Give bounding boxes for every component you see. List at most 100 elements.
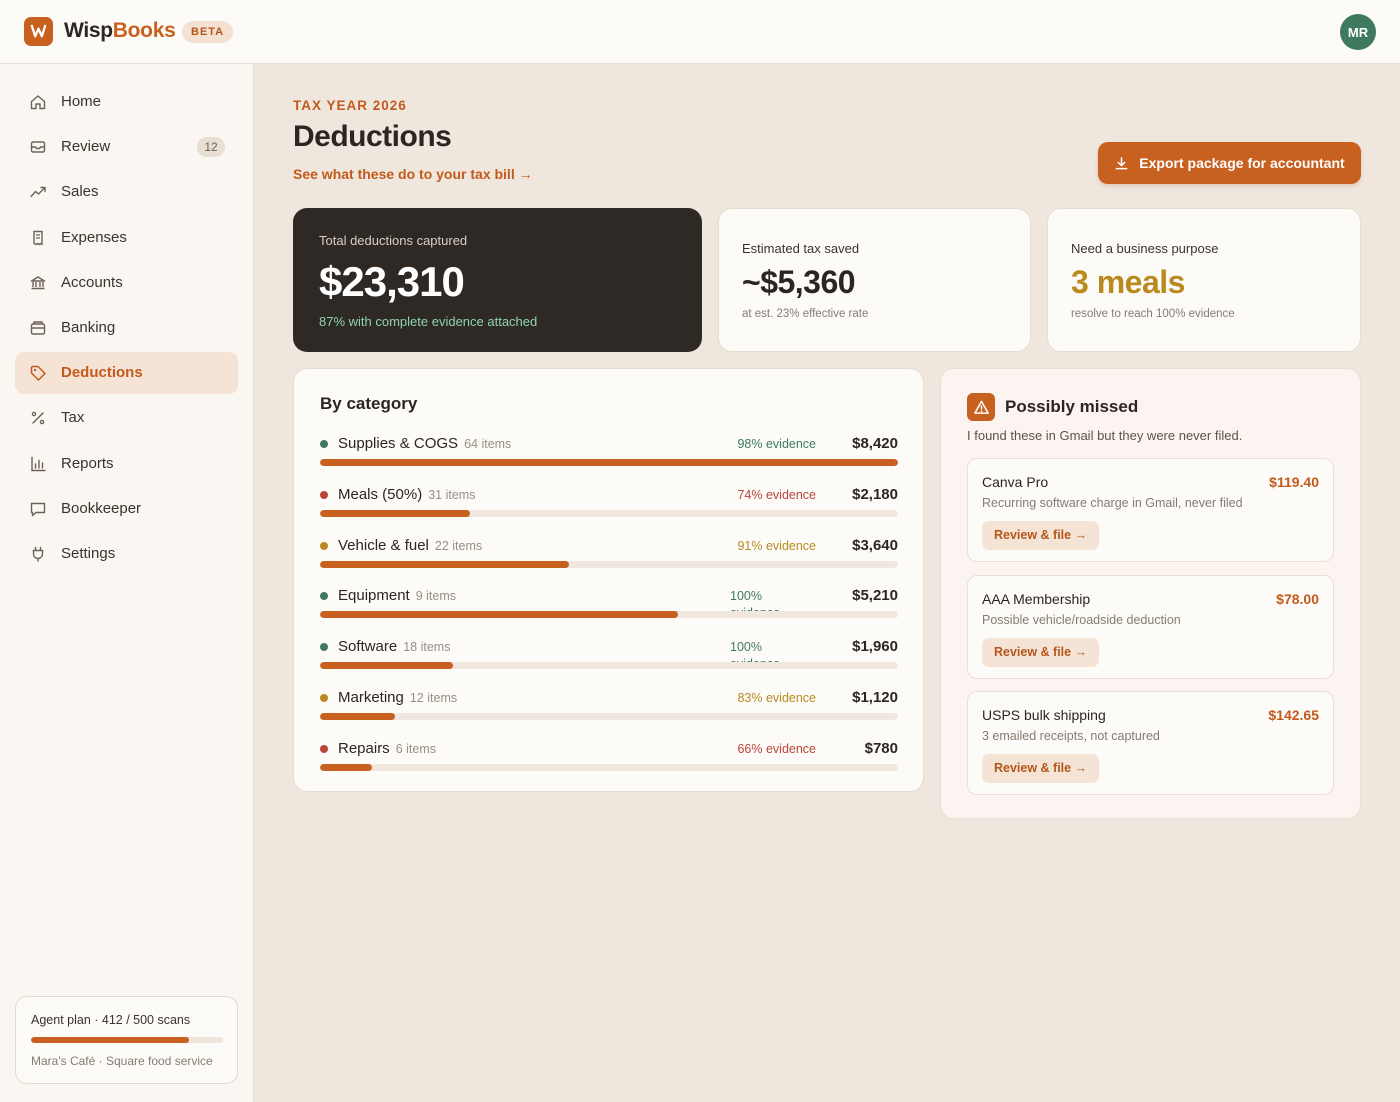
missed-item-amount: $119.40 [1269, 474, 1319, 490]
inbox-icon [30, 141, 46, 153]
tax-rate-note: at est. 23% effective rate [742, 308, 869, 320]
sidebar-item-label: Expenses [61, 228, 127, 246]
sidebar-item-label: Bookkeeper [61, 499, 142, 517]
missed-item-name: USPS bulk shipping [982, 707, 1106, 723]
category-item-count: 31 items [428, 487, 476, 502]
plan-usage-label: Agent plan · 412 / 500 scans [31, 1013, 191, 1027]
sidebar: Home Review 12 Sales Expenses Accounts Banking… [0, 64, 254, 1102]
total-deductions-label: Total deductions captured [319, 233, 468, 248]
sidebar-item-label: Reports [61, 454, 114, 472]
sidebar-item-label: Accounts [61, 273, 123, 291]
sidebar-item-home[interactable]: Home [15, 81, 238, 123]
business-name: Mara's Café · Square food service [31, 1054, 213, 1068]
page-title: Deductions [293, 120, 452, 153]
tax-saved-label: Estimated tax saved [742, 241, 860, 256]
category-bar [320, 560, 898, 568]
category-dot [320, 694, 328, 702]
category-row[interactable]: Supplies & COGS 64 items 98% evidence $8,42… [320, 433, 898, 473]
missed-item-amount: $78.00 [1276, 590, 1319, 607]
category-name: Repairs 6 items [338, 739, 436, 757]
category-amount: $8,420 [852, 435, 898, 452]
sidebar-item-reports[interactable]: Reports [15, 443, 238, 485]
category-amount: $5,210 [852, 587, 898, 605]
category-row[interactable]: Repairs 6 items 66% evidence $780 [320, 738, 898, 778]
tag-icon [30, 365, 46, 381]
sidebar-item-accounts[interactable]: Accounts [15, 262, 238, 304]
sidebar-item-sales[interactable]: Sales [15, 171, 238, 213]
missed-item: USPS bulk shipping $142.65 3 emailed recei… [967, 691, 1334, 795]
chat-icon [30, 502, 46, 516]
sidebar-item-label: Deductions [61, 364, 143, 382]
review-file-button[interactable]: Review & file → [982, 637, 1100, 667]
export-button[interactable]: Export package for accountant [1098, 142, 1361, 184]
business-purpose-card[interactable]: Need a business purpose 3 meals resolve … [1047, 208, 1361, 352]
user-avatar[interactable]: MR [1340, 14, 1376, 50]
category-evidence: 91% evidence [737, 538, 816, 553]
sidebar-item-banking[interactable]: Banking [15, 307, 238, 349]
category-bar-fill [320, 662, 453, 670]
sidebar-item-tax[interactable]: Tax [15, 397, 238, 439]
category-bar [320, 611, 898, 619]
category-title: By category [320, 394, 418, 413]
category-row[interactable]: Meals (50%) 31 items 74% evidence $2,180 [320, 484, 898, 524]
plan-usage-bar [31, 1037, 223, 1043]
missed-item-description: 3 emailed receipts, not captured [982, 729, 1160, 743]
possibly-missed-subtitle: I found these in Gmail but they were nev… [967, 428, 1243, 443]
category-name: Vehicle & fuel 22 items [338, 536, 483, 554]
plan-card[interactable]: Agent plan · 412 / 500 scans Mara's Café… [15, 996, 238, 1084]
category-item-count: 22 items [434, 538, 483, 553]
category-bar-fill [320, 763, 373, 771]
bar-chart-icon [31, 456, 46, 471]
sidebar-item-label: Tax [61, 409, 85, 427]
beta-badge: BETA [182, 21, 234, 43]
sidebar-item-label: Sales [61, 183, 99, 201]
missed-item: Canva Pro $119.40 Recurring software charg… [967, 458, 1334, 562]
plan-usage-fill [31, 1037, 190, 1043]
tax-bill-link[interactable]: See what these do to your tax bill → [293, 166, 533, 182]
missed-item-name: AAA Membership [982, 590, 1091, 607]
category-bar-fill [320, 509, 471, 517]
download-icon [1115, 156, 1128, 169]
sidebar-item-review[interactable]: Review 12 [15, 126, 238, 168]
category-bar [320, 509, 898, 517]
review-file-button[interactable]: Review & file → [982, 521, 1100, 550]
safe-icon [30, 321, 46, 335]
category-name: Software 18 items [338, 638, 451, 656]
home-icon [30, 95, 46, 110]
export-label: Export package for accountant [1139, 155, 1345, 171]
sidebar-item-settings[interactable]: Settings [15, 533, 238, 575]
category-amount: $3,640 [852, 536, 898, 554]
missed-item: AAA Membership $78.00 Possible vehicle/roa… [967, 574, 1334, 679]
category-bar-fill [320, 459, 898, 466]
category-row[interactable]: Vehicle & fuel 22 items 91% evidence $3,640 [320, 535, 898, 575]
category-bar-fill [320, 713, 396, 720]
review-file-button[interactable]: Review & file → [982, 754, 1100, 783]
sidebar-item-deductions[interactable]: Deductions [15, 352, 238, 395]
app-name[interactable]: WispBooks [64, 19, 176, 42]
category-row[interactable]: Marketing 12 items 83% evidence $1,120 [320, 687, 898, 727]
sidebar-item-expenses[interactable]: Expenses [15, 217, 238, 259]
receipt-icon [33, 230, 43, 245]
category-dot [320, 592, 328, 601]
category-name: Meals (50%) 31 items [338, 485, 476, 503]
category-item-count: 12 items [409, 691, 458, 705]
possibly-missed-card: Possibly missed I found these in Gmail b… [940, 368, 1361, 819]
missed-item-name: Canva Pro [982, 474, 1049, 490]
category-bar [320, 763, 898, 771]
category-evidence: 98% evidence [737, 437, 816, 451]
category-dot [320, 744, 328, 753]
category-evidence: 74% evidence [737, 487, 816, 502]
category-bar-fill [320, 611, 679, 619]
trend-icon [30, 187, 46, 198]
logo-icon[interactable] [24, 17, 53, 46]
category-card: By category Supplies & COGS 64 items 98% e… [293, 368, 924, 792]
evidence-summary: 87% with complete evidence attached [319, 314, 538, 329]
sidebar-item-label: Home [61, 93, 102, 110]
category-bar [320, 662, 898, 670]
category-bar-fill [320, 560, 569, 568]
percent-icon [31, 412, 45, 425]
category-amount: $780 [864, 739, 898, 757]
sidebar-item-bookkeeper[interactable]: Bookkeeper [15, 488, 238, 530]
